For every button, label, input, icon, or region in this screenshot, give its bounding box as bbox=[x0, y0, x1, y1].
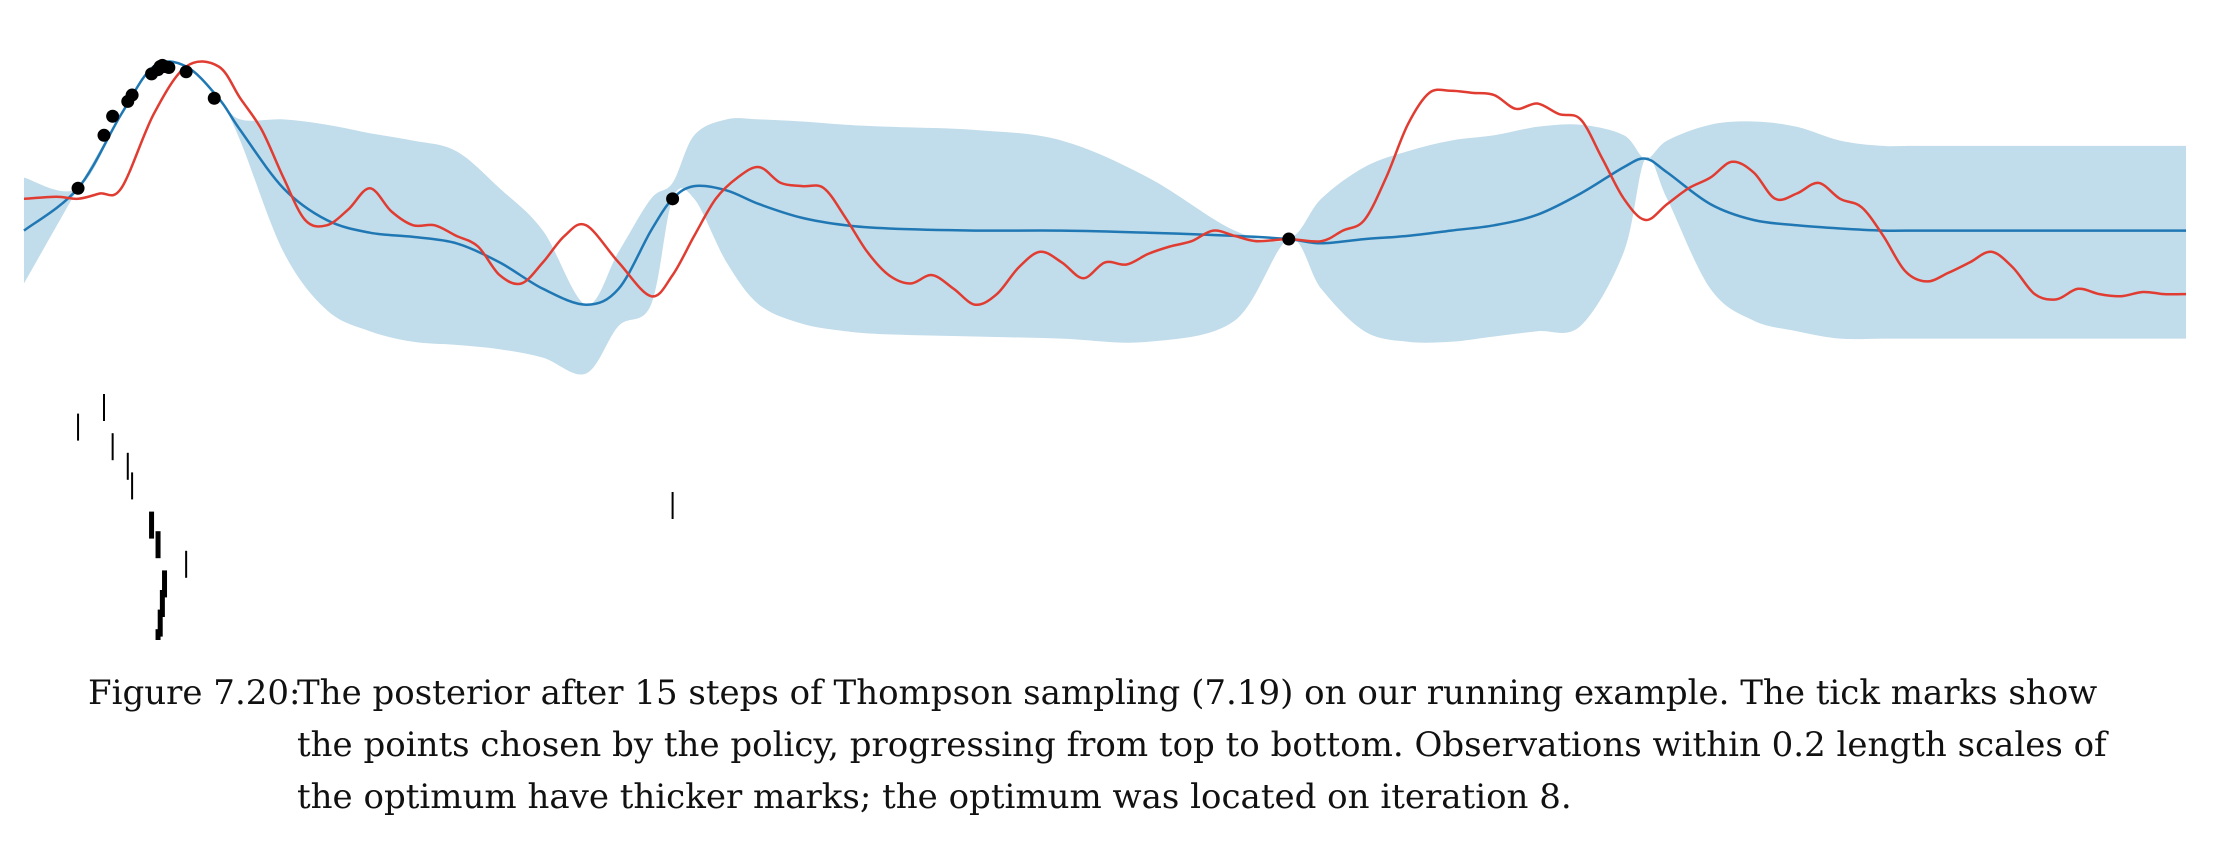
thompson-sample-line bbox=[23, 60, 2187, 307]
posterior-figure bbox=[23, 58, 2187, 640]
observation-point bbox=[106, 109, 120, 123]
figure-caption: Figure 7.20: The posterior after 15 step… bbox=[88, 667, 2148, 823]
observation-point bbox=[179, 65, 193, 79]
observation-points bbox=[71, 58, 1296, 246]
observation-point bbox=[666, 192, 680, 206]
observation-tick-marks bbox=[77, 394, 674, 640]
observation-point bbox=[71, 181, 85, 195]
figure-label: Figure 7.20: bbox=[88, 673, 301, 713]
observation-point bbox=[97, 128, 111, 142]
credible-interval-band bbox=[24, 61, 2186, 375]
observation-point bbox=[125, 88, 139, 102]
observation-point bbox=[1282, 232, 1296, 246]
observation-point bbox=[162, 61, 176, 75]
posterior-mean-line bbox=[23, 60, 2186, 306]
observation-point bbox=[207, 91, 221, 105]
figure-caption-text: The posterior after 15 steps of Thompson… bbox=[297, 673, 2107, 817]
